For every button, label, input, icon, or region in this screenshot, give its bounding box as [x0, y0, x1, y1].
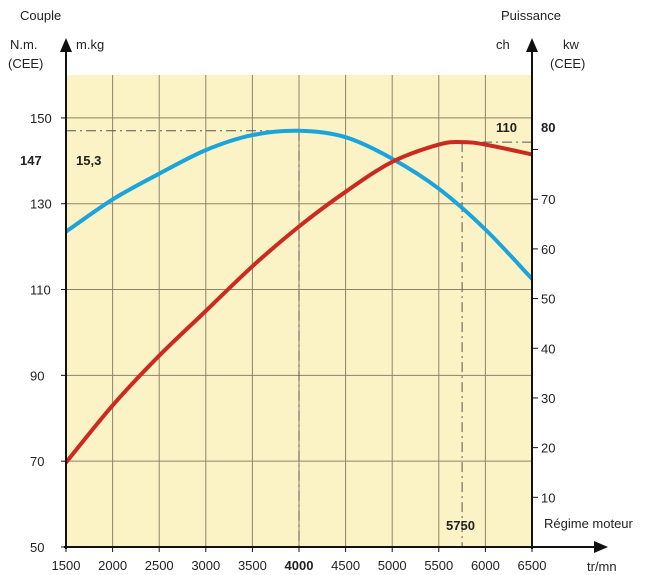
right-axis-unit-kw-sub: (CEE) [550, 56, 585, 71]
right-tick-label-60: 60 [541, 242, 555, 257]
x-tick-label-3000: 3000 [191, 558, 220, 573]
right-axis-title: Puissance [501, 8, 561, 23]
marker-110-label: 110 [496, 120, 517, 135]
left-tick-label-50: 50 [30, 540, 44, 555]
couple-curve [66, 128, 532, 281]
x-tick-label-2500: 2500 [145, 558, 174, 573]
right-tick-label-70: 70 [541, 192, 555, 207]
left-tick-label-90: 90 [30, 368, 44, 383]
left-axis-unit-nm-sub: (CEE) [8, 56, 43, 71]
right-tick-label-50: 50 [541, 292, 555, 307]
right-axis-unit-kw: kw [563, 37, 580, 52]
x-tick-label-3500: 3500 [238, 558, 267, 573]
left-tick-label-110: 110 [30, 283, 51, 298]
marker-147-label: 147 [20, 153, 42, 168]
x-axis-label: Régime moteur [544, 516, 634, 531]
right-tick-label-40: 40 [541, 341, 555, 356]
series-group [66, 128, 532, 465]
left-axis-title: Couple [20, 8, 61, 23]
left-tick-label-130: 130 [30, 197, 52, 212]
left-axis-unit-nm: N.m. [10, 37, 37, 52]
x-tick-label-4500: 4500 [331, 558, 360, 573]
x-tick-label-6500: 6500 [518, 558, 547, 573]
marker-15-3-label: 15,3 [76, 153, 101, 168]
x-tick-label-5000: 5000 [378, 558, 407, 573]
x-tick-label-4000: 4000 [285, 558, 314, 573]
x-tick-label-2000: 2000 [98, 558, 127, 573]
right-tick-label-20: 20 [541, 441, 555, 456]
marker-80-label: 80 [541, 120, 555, 135]
puissance-curve [66, 139, 532, 465]
left-tick-label-70: 70 [30, 454, 44, 469]
x-axis-unit: tr/mn [587, 559, 617, 574]
right-axis-unit-ch: ch [496, 37, 510, 52]
left-axis-unit-mkg: m.kg [76, 37, 104, 52]
x-tick-label-6000: 6000 [471, 558, 500, 573]
right-tick-label-10: 10 [541, 490, 555, 505]
axes: 50 70 90 110 130 150 10 20 30 40 50 60 70 1500 2000 250… [30, 38, 608, 573]
right-tick-label-30: 30 [541, 391, 555, 406]
left-axis-arrow [60, 38, 72, 52]
left-tick-label-150: 150 [30, 111, 52, 126]
x-axis-arrow [594, 541, 608, 553]
x-tick-label-1500: 1500 [52, 558, 81, 573]
marker-5750-label: 5750 [446, 518, 475, 533]
x-tick-label-5500: 5500 [424, 558, 453, 573]
right-axis-arrow [526, 38, 538, 52]
